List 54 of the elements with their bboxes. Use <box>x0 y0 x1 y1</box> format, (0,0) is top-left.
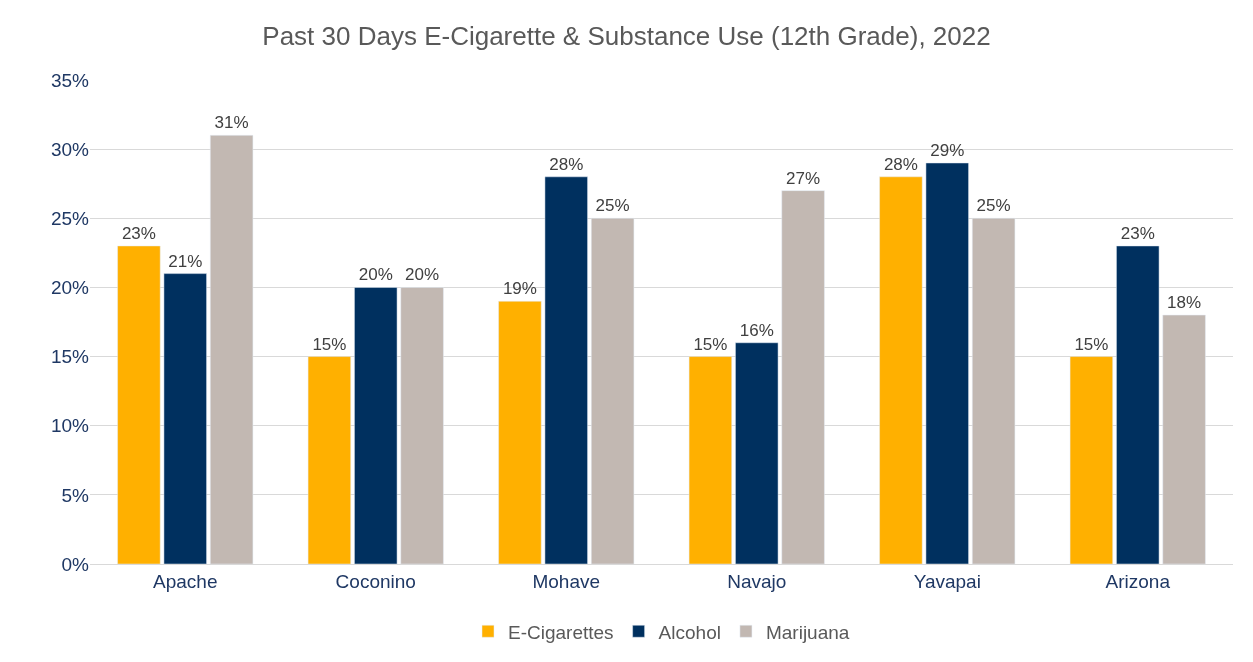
y-tick-label: 20% <box>50 277 90 299</box>
chart-title: Past 30 Days E-Cigarette & Substance Use (12th Grade), 2022 <box>262 20 991 51</box>
data-label: 20% <box>358 265 393 285</box>
x-tick-label: Navajo <box>727 570 787 592</box>
bar <box>1162 314 1206 564</box>
x-tick-label: Coconino <box>335 570 416 592</box>
y-tick-label: 10% <box>50 415 90 437</box>
legend-label: Alcohol <box>658 621 721 643</box>
x-tick-label: Apache <box>153 570 218 592</box>
data-label: 15% <box>312 334 347 354</box>
legend-label: E-Cigarettes <box>508 621 614 643</box>
bar <box>307 356 351 564</box>
data-label: 28% <box>549 154 584 174</box>
data-label: 23% <box>1120 223 1155 243</box>
bar <box>591 218 635 564</box>
bar <box>498 301 542 564</box>
data-label: 15% <box>1074 334 1109 354</box>
bar <box>972 218 1016 564</box>
data-label: 21% <box>168 251 203 271</box>
y-tick-label: 25% <box>50 207 90 229</box>
x-tick-label: Mohave <box>532 570 601 592</box>
bar <box>688 356 732 564</box>
legend-label: Marijuana <box>765 621 850 643</box>
data-label: 16% <box>739 320 774 340</box>
y-tick-label: 5% <box>61 484 90 506</box>
bar <box>781 190 825 564</box>
bar <box>163 273 207 564</box>
data-label: 19% <box>502 279 537 299</box>
y-tick-label: 0% <box>61 553 90 575</box>
bar <box>400 287 444 564</box>
data-label: 31% <box>214 113 249 133</box>
x-tick-label: Arizona <box>1105 570 1171 592</box>
y-tick-label: 30% <box>50 138 90 160</box>
bar <box>879 176 923 564</box>
bar <box>354 287 398 564</box>
bar <box>1116 245 1160 564</box>
y-tick-label: 15% <box>50 346 90 368</box>
data-label: 29% <box>930 140 965 160</box>
data-label: 18% <box>1167 293 1202 313</box>
data-label: 25% <box>595 196 630 216</box>
data-label: 15% <box>693 334 728 354</box>
data-label: 20% <box>405 265 440 285</box>
bar <box>1069 356 1113 564</box>
bar <box>735 342 779 564</box>
data-label: 27% <box>786 168 821 188</box>
data-label: 23% <box>121 223 156 243</box>
bar <box>210 135 254 564</box>
y-tick-label: 35% <box>50 69 90 91</box>
bar <box>925 162 969 564</box>
data-label: 25% <box>976 196 1011 216</box>
x-tick-label: Yavapai <box>913 570 981 592</box>
data-label: 28% <box>883 154 918 174</box>
bar <box>544 176 588 564</box>
bar <box>117 245 161 564</box>
